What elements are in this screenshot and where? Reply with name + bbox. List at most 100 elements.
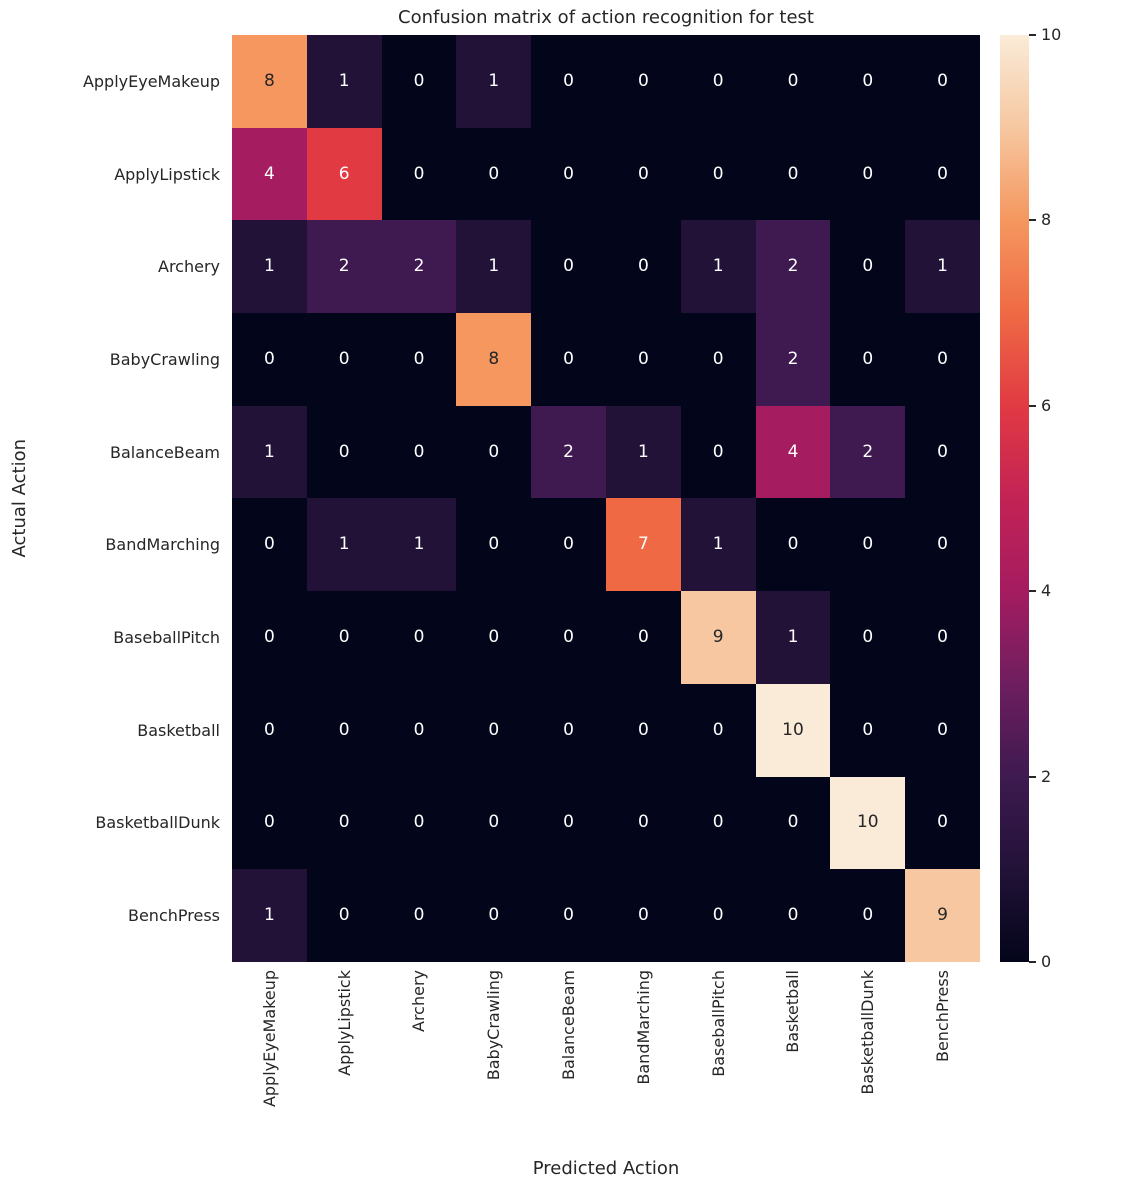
heatmap-cell: 2 (381, 220, 457, 314)
heatmap-cell: 0 (456, 776, 532, 870)
heatmap-cell: 2 (755, 313, 831, 406)
heatmap-cell: 6 (306, 127, 382, 221)
x-tick-label: ApplyLipstick (307, 970, 382, 1152)
heatmap-cell: 0 (905, 405, 980, 499)
heatmap-cell: 0 (306, 869, 382, 962)
colorbar-tick-label: 0 (1041, 952, 1052, 971)
x-tick-label: BaseballPitch (681, 970, 756, 1152)
heatmap-cell: 0 (680, 35, 756, 128)
heatmap-cell: 0 (755, 127, 831, 221)
heatmap-cell: 2 (306, 220, 382, 314)
heatmap-cell: 0 (606, 127, 681, 221)
heatmap-cell: 0 (381, 127, 457, 221)
y-tick-label: BandMarching (105, 535, 220, 555)
heatmap-cell: 1 (456, 35, 532, 128)
y-tick-label: ApplyEyeMakeup (82, 71, 220, 91)
heatmap-cell: 0 (606, 35, 681, 128)
x-tick-label-text: BasketballDunk (858, 970, 878, 1095)
heatmap-cell: 1 (905, 220, 980, 314)
x-tick-label: BalanceBeam (531, 970, 606, 1152)
heatmap-cell: 0 (755, 35, 831, 128)
heatmap-cell: 1 (381, 498, 457, 592)
colorbar-tick-mark (1029, 775, 1036, 778)
heatmap-cell: 0 (905, 683, 980, 777)
heatmap-cell: 0 (381, 776, 457, 870)
heatmap-cell: 0 (606, 683, 681, 777)
y-tick-label: Archery (158, 257, 220, 277)
heatmap-cell: 0 (531, 220, 606, 314)
heatmap-cell: 0 (381, 869, 457, 962)
x-tick-label-text: Basketball (783, 970, 803, 1053)
x-tick-label: BabyCrawling (456, 970, 531, 1152)
heatmap-cell: 0 (755, 776, 831, 870)
colorbar-tick-mark (1029, 34, 1036, 36)
x-axis-label: Predicted Action (532, 1158, 680, 1179)
colorbar-tick: 8 (1029, 212, 1051, 228)
heatmap-cell: 0 (905, 498, 980, 592)
heatmap-cell: 0 (830, 591, 906, 684)
heatmap-cell: 0 (456, 405, 532, 499)
heatmap-cell: 0 (755, 869, 831, 962)
heatmap-cell: 0 (606, 869, 681, 962)
heatmap-cell: 0 (306, 683, 382, 777)
heatmap-cell: 1 (680, 220, 756, 314)
heatmap-cell: 4 (755, 405, 831, 499)
x-tick-label: BandMarching (606, 970, 681, 1152)
heatmap-cell: 2 (830, 405, 906, 499)
heatmap-cell: 0 (680, 313, 756, 406)
colorbar-tick: 6 (1029, 395, 1052, 415)
colorbar (1000, 35, 1029, 962)
x-tick-label-text: ApplyEyeMakeup (259, 970, 279, 1108)
heatmap-cell: 0 (755, 498, 831, 592)
chart-title: Confusion matrix of action recognition f… (398, 7, 814, 28)
heatmap-cell: 0 (531, 683, 606, 777)
heatmap-cell: 0 (680, 683, 756, 777)
heatmap-cell: 0 (531, 776, 606, 870)
heatmap-cell: 0 (232, 498, 307, 592)
heatmap-cell: 0 (830, 498, 906, 592)
heatmap-cell: 0 (381, 683, 457, 777)
heatmap-cell: 0 (531, 498, 606, 592)
heatmap-cell: 0 (531, 127, 606, 221)
heatmap-cell: 1 (680, 498, 756, 592)
heatmap-cell: 0 (456, 869, 532, 962)
heatmap-cell: 0 (232, 683, 307, 777)
heatmap-cell: 0 (232, 776, 307, 870)
heatmap-cell: 2 (755, 220, 831, 314)
heatmap-cell: 0 (606, 313, 681, 406)
heatmap-cell: 9 (680, 591, 756, 684)
heatmap-cell: 1 (232, 405, 307, 499)
heatmap-cell: 0 (306, 313, 382, 406)
x-tick-label-text: BaseballPitch (708, 970, 728, 1077)
colorbar-tick-label: 6 (1041, 395, 1052, 415)
heatmap-cell: 0 (456, 683, 532, 777)
x-tick-label: BenchPress (905, 970, 980, 1152)
heatmap-cell: 1 (306, 35, 382, 128)
heatmap-cell: 7 (606, 498, 681, 592)
heatmap-cell: 0 (905, 127, 980, 221)
heatmap-cell: 0 (531, 869, 606, 962)
heatmap-cell: 0 (905, 591, 980, 684)
colorbar-tick: 0 (1029, 954, 1051, 970)
heatmap-cell: 4 (232, 127, 307, 221)
x-tick-label-text: BalanceBeam (559, 970, 579, 1081)
y-tick-label: BaseballPitch (113, 628, 220, 648)
colorbar-tick: 4 (1029, 583, 1051, 599)
heatmap-cell: 0 (531, 35, 606, 128)
colorbar-tick: 10 (1029, 27, 1061, 43)
y-tick-label: BabyCrawling (109, 349, 220, 369)
heatmap-cell: 0 (456, 591, 532, 684)
heatmap-cell: 0 (531, 313, 606, 406)
colorbar-tick-label: 10 (1041, 25, 1062, 44)
heatmap-cell: 0 (680, 776, 756, 870)
x-tick-label-text: BenchPress (933, 970, 953, 1063)
heatmap-cell: 10 (830, 776, 906, 870)
heatmap-cell: 0 (456, 498, 532, 592)
heatmap-cell: 1 (232, 220, 307, 314)
x-tick-label-text: Archery (409, 970, 429, 1032)
x-tick-label: ApplyEyeMakeup (232, 970, 307, 1152)
colorbar-tick: 2 (1029, 768, 1051, 785)
heatmap-cell: 0 (680, 869, 756, 962)
heatmap-cell: 0 (905, 35, 980, 128)
